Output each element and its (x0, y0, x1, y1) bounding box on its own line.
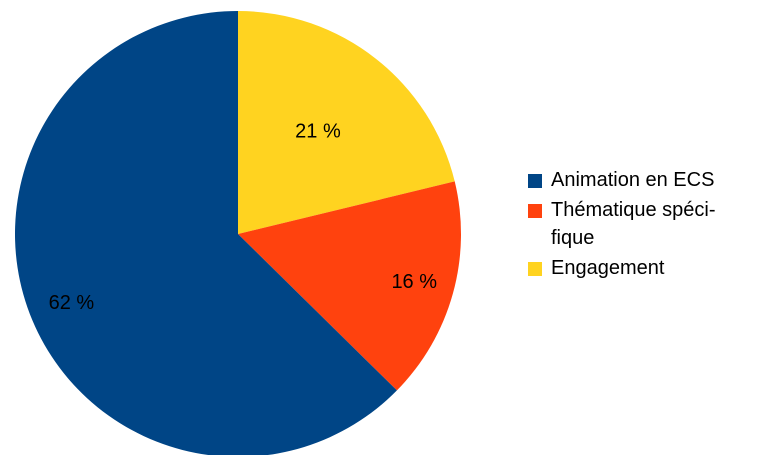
pie-data-labels: 21 % 16 % 62 % (49, 121, 438, 314)
pie-slice-engagement (238, 11, 455, 234)
legend-item-engagement: Engagement (527, 254, 763, 282)
chart-legend: Animation en ECS Thématique spéci- fique… (527, 166, 763, 284)
legend-swatch-thematique-specifique (528, 204, 542, 218)
pie-slice-animation-en-ecs (15, 11, 397, 455)
legend-label-thematique-specifique: Thématique spéci- fique (551, 199, 716, 249)
legend-label-engagement: Engagement (551, 257, 665, 279)
data-label-engagement: 21 % (295, 121, 341, 143)
legend-item-animation-en-ecs: Animation en ECS (527, 166, 763, 194)
legend-swatch-engagement (528, 262, 542, 276)
data-label-animation-en-ecs: 62 % (49, 292, 95, 314)
legend-label-animation-en-ecs: Animation en ECS (551, 169, 715, 191)
legend-item-thematique-specifique: Thématique spéci- fique (527, 196, 763, 252)
pie-slices (15, 11, 462, 455)
legend-swatch-animation-en-ecs (528, 174, 542, 188)
pie-slice-thematique-specifique (238, 181, 462, 391)
data-label-thematique-specifique: 16 % (391, 271, 437, 293)
